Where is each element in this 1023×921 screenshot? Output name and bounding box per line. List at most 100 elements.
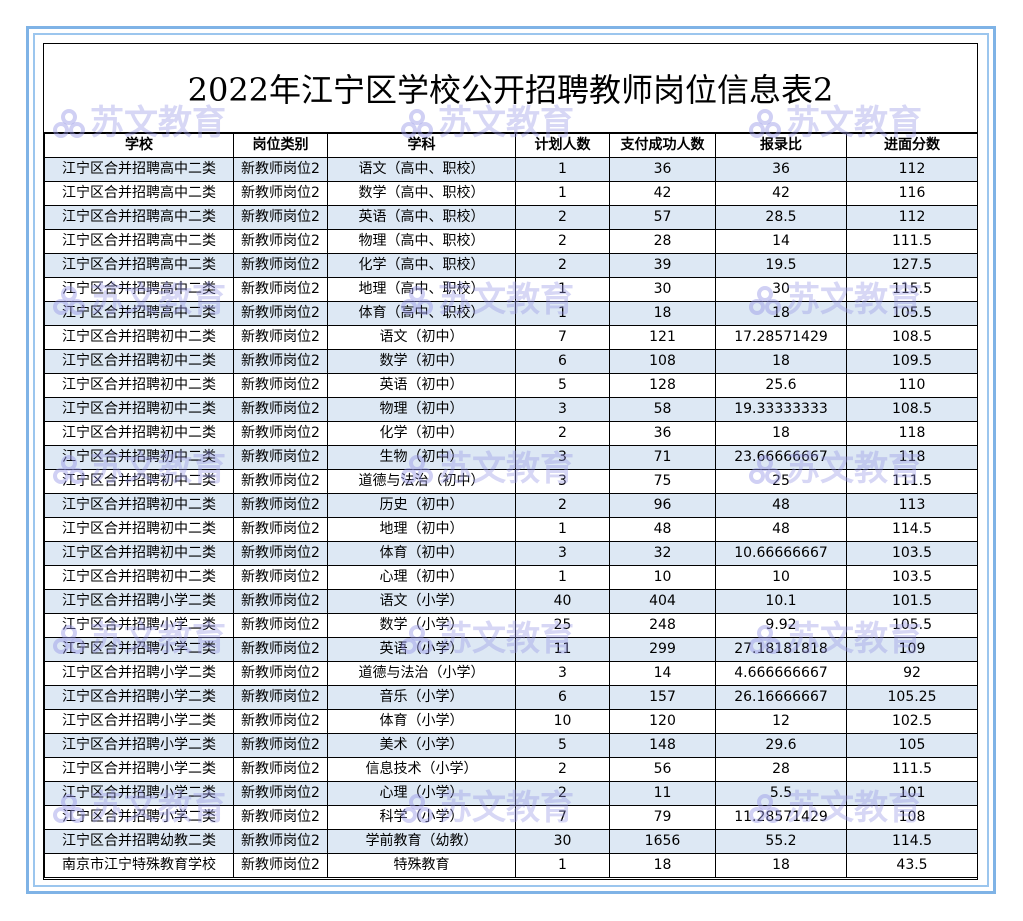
cell-subject: 信息技术（小学）: [327, 757, 516, 782]
cell-subject: 心理（初中）: [327, 565, 516, 590]
cell-school: 江宁区合并招聘高中二类: [44, 301, 234, 326]
cell-ratio: 4.666666667: [715, 661, 847, 686]
cell-score: 101.5: [846, 589, 978, 614]
cell-ratio: 42: [715, 181, 847, 206]
cell-planned: 3: [515, 397, 610, 422]
cell-ratio: 48: [715, 517, 847, 542]
cell-ratio: 28.5: [715, 205, 847, 230]
cell-post-type: 新教师岗位2: [233, 565, 328, 590]
cell-paid: 75: [609, 469, 716, 494]
cell-ratio: 25.6: [715, 373, 847, 398]
cell-school: 江宁区合并招聘初中二类: [44, 349, 234, 374]
cell-post-type: 新教师岗位2: [233, 205, 328, 230]
table-row: 江宁区合并招聘高中二类 新教师岗位2 数学（高中、职校） 1 42 42 116: [44, 181, 978, 206]
cell-post-type: 新教师岗位2: [233, 445, 328, 470]
cell-post-type: 新教师岗位2: [233, 421, 328, 446]
col-header-post-type: 岗位类别: [233, 133, 328, 158]
cell-paid: 14: [609, 661, 716, 686]
cell-paid: 71: [609, 445, 716, 470]
cell-post-type: 新教师岗位2: [233, 325, 328, 350]
cell-ratio: 18: [715, 301, 847, 326]
cell-score: 110: [846, 373, 978, 398]
cell-subject: 体育（初中）: [327, 541, 516, 566]
cell-school: 江宁区合并招聘高中二类: [44, 157, 234, 182]
cell-post-type: 新教师岗位2: [233, 709, 328, 734]
cell-planned: 3: [515, 445, 610, 470]
cell-score: 111.5: [846, 469, 978, 494]
table-row: 江宁区合并招聘初中二类 新教师岗位2 地理（初中） 1 48 48 114.5: [44, 517, 978, 542]
cell-paid: 121: [609, 325, 716, 350]
cell-subject: 道德与法治（小学）: [327, 661, 516, 686]
cell-planned: 2: [515, 757, 610, 782]
cell-planned: 7: [515, 805, 610, 830]
cell-ratio: 10: [715, 565, 847, 590]
cell-ratio: 9.92: [715, 613, 847, 638]
table-row: 江宁区合并招聘高中二类 新教师岗位2 语文（高中、职校） 1 36 36 112: [44, 157, 978, 182]
cell-post-type: 新教师岗位2: [233, 733, 328, 758]
cell-subject: 数学（初中）: [327, 349, 516, 374]
table-row: 江宁区合并招聘小学二类 新教师岗位2 体育（小学） 10 120 12 102.5: [44, 709, 978, 734]
table-body: 江宁区合并招聘高中二类 新教师岗位2 语文（高中、职校） 1 36 36 112 江宁区合并招…: [44, 157, 978, 878]
table-row: 江宁区合并招聘初中二类 新教师岗位2 英语（初中） 5 128 25.6 110: [44, 373, 978, 398]
cell-subject: 语文（初中）: [327, 325, 516, 350]
inner-frame: [33, 33, 989, 887]
cell-score: 101: [846, 781, 978, 806]
table-row: 江宁区合并招聘初中二类 新教师岗位2 历史（初中） 2 96 48 113: [44, 493, 978, 518]
cell-subject: 音乐（小学）: [327, 685, 516, 710]
cell-score: 105.25: [846, 685, 978, 710]
cell-school: 江宁区合并招聘初中二类: [44, 541, 234, 566]
cell-paid: 404: [609, 589, 716, 614]
cell-score: 112: [846, 205, 978, 230]
cell-planned: 5: [515, 373, 610, 398]
cell-ratio: 18: [715, 349, 847, 374]
data-table: 学校 岗位类别 学科 计划人数 支付成功人数 报录比 进面分数 江宁区合并招聘高…: [44, 133, 978, 878]
cell-score: 102.5: [846, 709, 978, 734]
cell-paid: 28: [609, 229, 716, 254]
cell-post-type: 新教师岗位2: [233, 469, 328, 494]
cell-planned: 2: [515, 253, 610, 278]
cell-ratio: 11.28571429: [715, 805, 847, 830]
cell-paid: 79: [609, 805, 716, 830]
cell-school: 江宁区合并招聘小学二类: [44, 781, 234, 806]
col-header-score: 进面分数: [846, 133, 978, 158]
cell-planned: 6: [515, 685, 610, 710]
cell-score: 114.5: [846, 829, 978, 854]
cell-subject: 化学（初中）: [327, 421, 516, 446]
cell-paid: 11: [609, 781, 716, 806]
cell-score: 108: [846, 805, 978, 830]
cell-subject: 历史（初中）: [327, 493, 516, 518]
cell-subject: 语文（小学）: [327, 589, 516, 614]
cell-paid: 36: [609, 421, 716, 446]
cell-subject: 地理（高中、职校）: [327, 277, 516, 302]
cell-post-type: 新教师岗位2: [233, 637, 328, 662]
cell-school: 江宁区合并招聘高中二类: [44, 205, 234, 230]
col-header-ratio: 报录比: [715, 133, 847, 158]
cell-post-type: 新教师岗位2: [233, 229, 328, 254]
cell-school: 江宁区合并招聘初中二类: [44, 445, 234, 470]
cell-school: 江宁区合并招聘小学二类: [44, 709, 234, 734]
cell-planned: 3: [515, 541, 610, 566]
cell-school: 江宁区合并招聘高中二类: [44, 253, 234, 278]
cell-subject: 英语（小学）: [327, 637, 516, 662]
cell-school: 江宁区合并招聘初中二类: [44, 373, 234, 398]
cell-score: 112: [846, 157, 978, 182]
cell-school: 江宁区合并招聘小学二类: [44, 589, 234, 614]
cell-score: 127.5: [846, 253, 978, 278]
cell-subject: 数学（高中、职校）: [327, 181, 516, 206]
cell-ratio: 25: [715, 469, 847, 494]
cell-score: 105.5: [846, 613, 978, 638]
cell-planned: 30: [515, 829, 610, 854]
table-row: 江宁区合并招聘高中二类 新教师岗位2 英语（高中、职校） 2 57 28.5 112: [44, 205, 978, 230]
cell-ratio: 10.1: [715, 589, 847, 614]
table-row: 江宁区合并招聘高中二类 新教师岗位2 物理（高中、职校） 2 28 14 111.5: [44, 229, 978, 254]
cell-school: 江宁区合并招聘小学二类: [44, 757, 234, 782]
cell-school: 江宁区合并招聘小学二类: [44, 613, 234, 638]
cell-ratio: 18: [715, 421, 847, 446]
cell-planned: 1: [515, 157, 610, 182]
cell-planned: 1: [515, 181, 610, 206]
cell-paid: 30: [609, 277, 716, 302]
cell-planned: 1: [515, 517, 610, 542]
cell-post-type: 新教师岗位2: [233, 589, 328, 614]
table-row: 江宁区合并招聘小学二类 新教师岗位2 语文（小学） 40 404 10.1 101.5: [44, 589, 978, 614]
cell-ratio: 29.6: [715, 733, 847, 758]
